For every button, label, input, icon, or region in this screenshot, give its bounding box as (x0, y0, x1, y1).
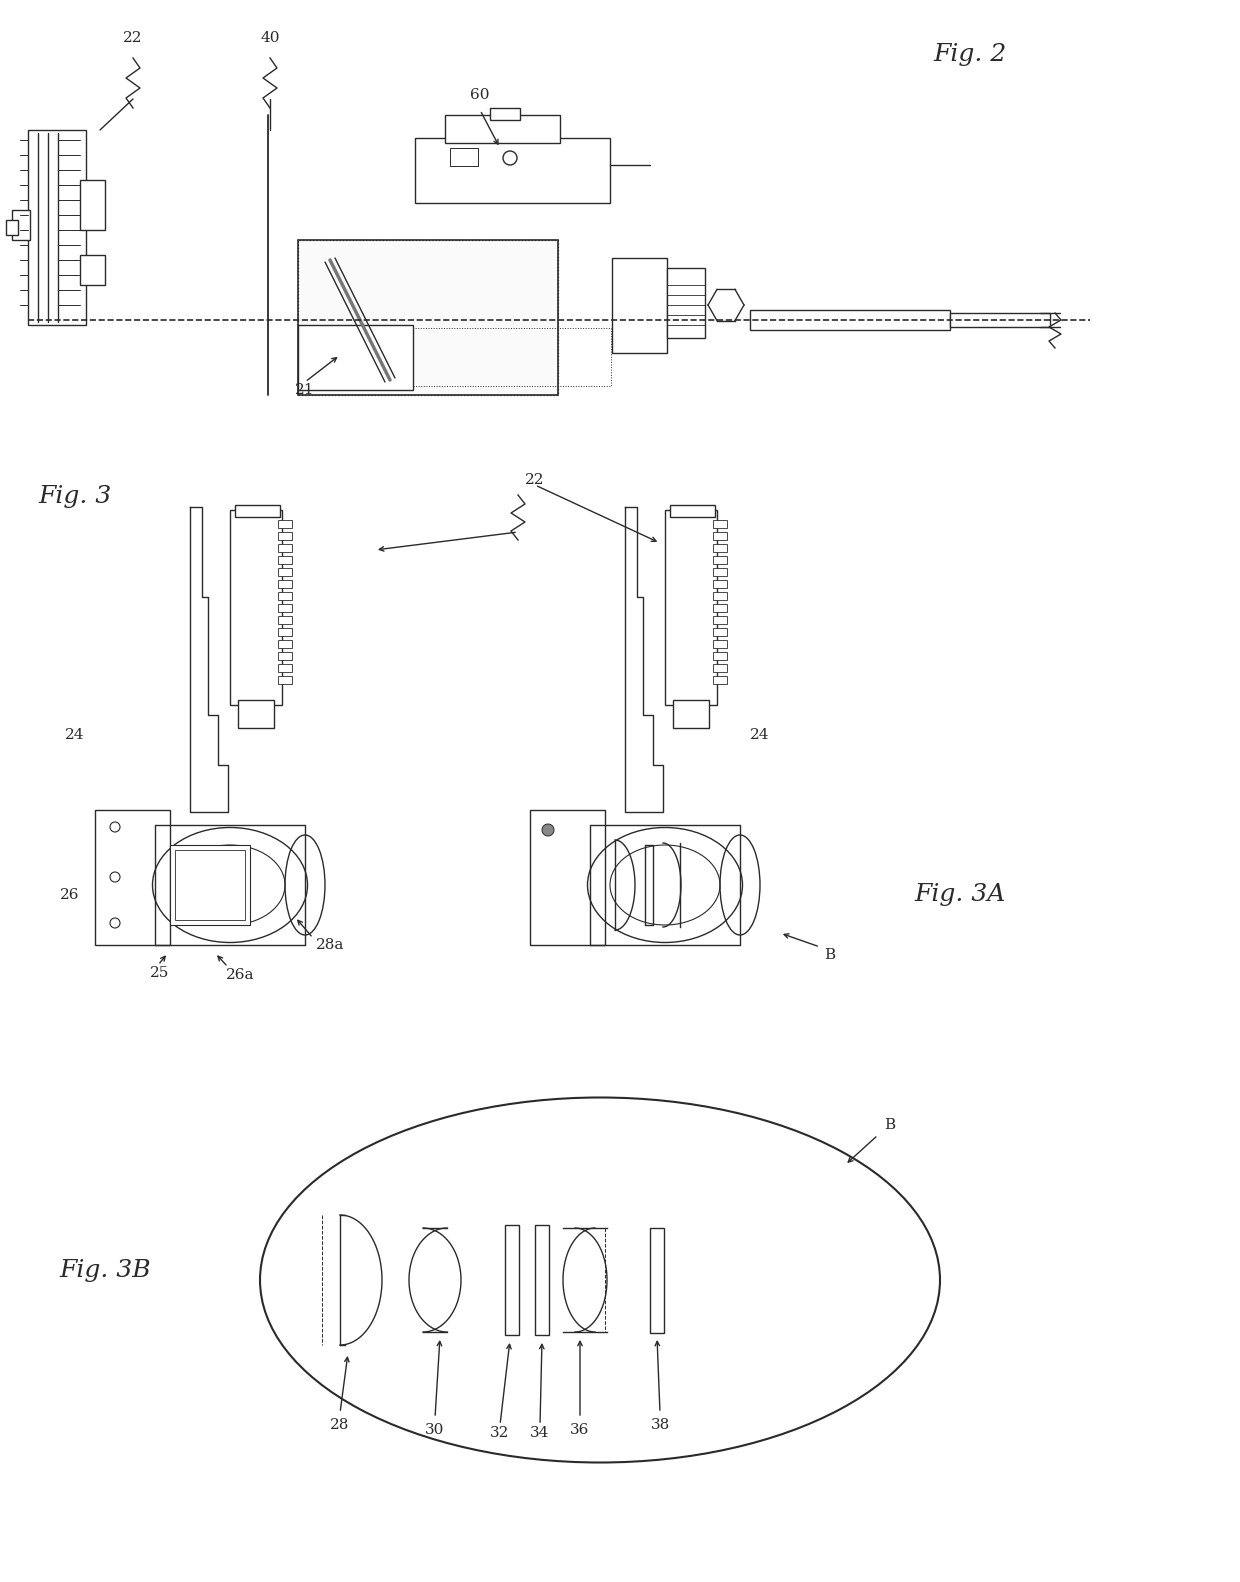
Bar (278, 641, 291, 649)
Bar (713, 581, 727, 589)
Bar (298, 324, 413, 391)
Bar (278, 568, 291, 576)
Bar (613, 258, 667, 353)
Circle shape (542, 824, 554, 835)
Bar (529, 810, 605, 944)
Bar (673, 699, 709, 728)
Text: 22: 22 (123, 32, 143, 44)
Bar (450, 149, 477, 166)
Bar (278, 615, 291, 623)
Bar (713, 641, 727, 649)
Text: 34: 34 (531, 1425, 549, 1440)
Bar (665, 509, 717, 706)
Text: 40: 40 (260, 32, 280, 44)
Bar (278, 520, 291, 528)
Bar (667, 267, 706, 339)
Text: 26a: 26a (226, 968, 254, 982)
Bar (278, 555, 291, 565)
Bar (238, 699, 274, 728)
Text: B: B (884, 1118, 895, 1133)
Text: 24: 24 (66, 728, 84, 742)
Text: 25: 25 (150, 967, 170, 979)
Bar (278, 544, 291, 552)
Bar (278, 628, 291, 636)
Bar (534, 1224, 549, 1335)
Bar (713, 628, 727, 636)
Bar (278, 652, 291, 660)
Bar (298, 240, 558, 396)
Bar (713, 544, 727, 552)
Bar (713, 592, 727, 600)
Text: Fig. 3B: Fig. 3B (60, 1259, 151, 1281)
Bar (713, 604, 727, 612)
Bar (81, 180, 105, 229)
Bar (298, 240, 558, 396)
Text: 38: 38 (650, 1417, 670, 1432)
Bar (505, 1224, 520, 1335)
Bar (490, 108, 520, 120)
Text: 32: 32 (490, 1425, 510, 1440)
Bar (415, 138, 610, 202)
Bar (81, 255, 105, 285)
Bar (95, 810, 170, 944)
Bar (278, 581, 291, 589)
Text: 21: 21 (295, 383, 315, 397)
Bar (713, 568, 727, 576)
Text: 28a: 28a (316, 938, 345, 952)
Bar (713, 676, 727, 683)
Text: Fig. 3: Fig. 3 (38, 486, 112, 508)
Bar (713, 652, 727, 660)
Text: Fig. 3A: Fig. 3A (914, 883, 1006, 906)
Bar (29, 130, 86, 324)
Text: 36: 36 (570, 1422, 590, 1436)
Text: 22: 22 (526, 473, 544, 487)
Bar (278, 604, 291, 612)
Text: 30: 30 (425, 1422, 445, 1436)
Bar (278, 664, 291, 672)
Bar (750, 310, 950, 331)
Bar (445, 115, 560, 142)
Bar (650, 1228, 663, 1334)
Text: B: B (825, 948, 836, 962)
Bar (12, 210, 30, 240)
Bar (713, 615, 727, 623)
Bar (170, 845, 250, 925)
Text: 28: 28 (330, 1417, 350, 1432)
Bar (413, 327, 611, 386)
Bar (175, 850, 246, 921)
Bar (236, 505, 280, 517)
Bar (6, 220, 19, 236)
Text: 60: 60 (470, 89, 490, 101)
Bar (713, 555, 727, 565)
Bar (713, 520, 727, 528)
Bar (278, 592, 291, 600)
Text: 26: 26 (61, 888, 79, 902)
Bar (278, 532, 291, 539)
Bar (713, 664, 727, 672)
Text: 24: 24 (750, 728, 770, 742)
Bar (950, 313, 1050, 327)
Bar (278, 676, 291, 683)
Text: Fig. 2: Fig. 2 (934, 43, 1007, 66)
Bar (229, 509, 281, 706)
Bar (670, 505, 715, 517)
Bar (713, 532, 727, 539)
